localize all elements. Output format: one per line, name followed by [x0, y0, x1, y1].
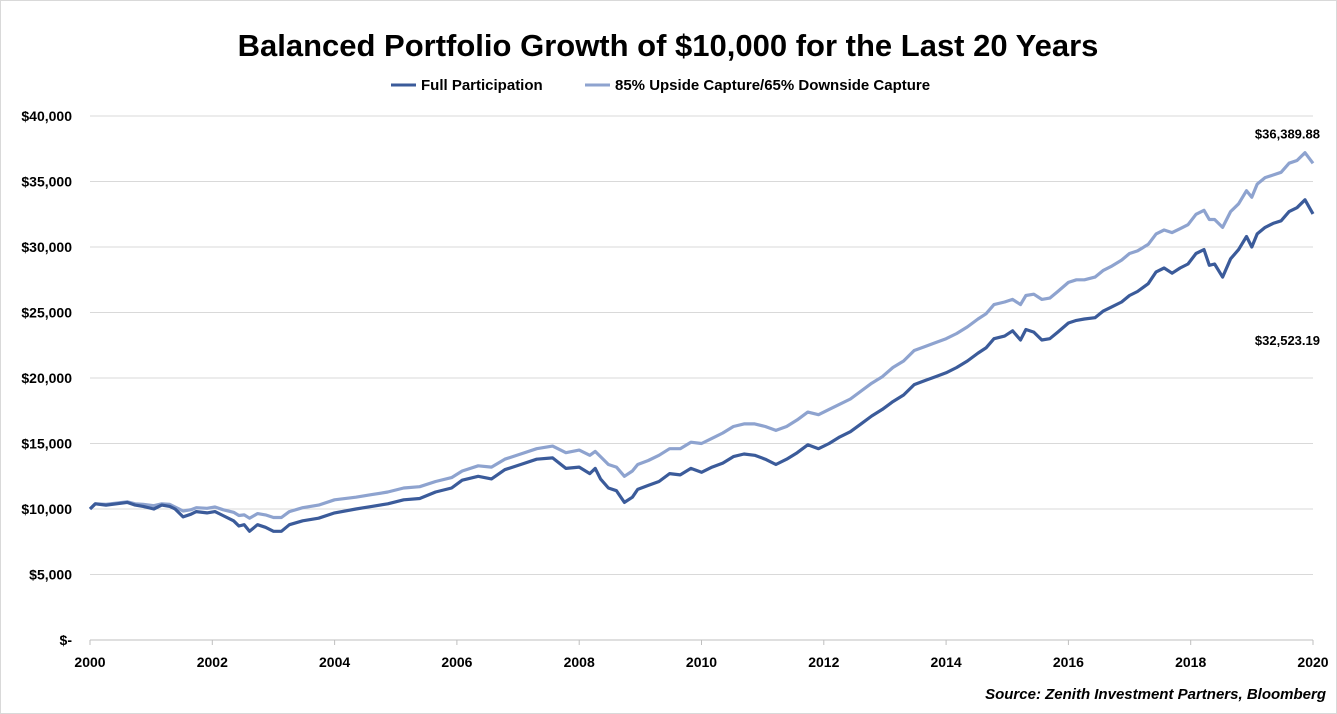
end-value-label: $36,389.88 — [1255, 126, 1320, 141]
source-note: Source: Zenith Investment Partners, Bloo… — [985, 686, 1326, 703]
end-value-label: $32,523.19 — [1255, 333, 1320, 348]
x-tick-label: 2018 — [1175, 654, 1206, 670]
x-tick-label: 2004 — [319, 654, 350, 670]
series-line-capture — [88, 151, 1315, 520]
y-tick-label: $25,000 — [21, 305, 72, 321]
annotation-layer: $36,389.88 $32,523.19 — [1255, 126, 1320, 348]
x-tick-label: 2016 — [1053, 654, 1084, 670]
series-line-full-participation — [88, 198, 1315, 533]
x-axis: 2000 2002 2004 2006 2008 2010 2012 2014 2016 2018… — [74, 639, 1329, 670]
y-tick-label: $- — [60, 632, 73, 648]
x-tick-label: 2008 — [564, 654, 595, 670]
y-tick-label: $30,000 — [21, 239, 72, 255]
x-tick-label: 2020 — [1297, 654, 1328, 670]
y-tick-label: $10,000 — [21, 501, 72, 517]
legend: Full Participation 85% Upside Capture/65… — [391, 77, 930, 94]
y-tick-label: $15,000 — [21, 436, 72, 452]
y-axis: $- $5,000 $10,000 $15,000 $20,000 $25,000 $30,… — [21, 108, 72, 648]
x-tick-label: 2006 — [441, 654, 472, 670]
x-tick-label: 2014 — [931, 654, 962, 670]
y-tick-label: $5,000 — [29, 567, 72, 583]
x-tick-label: 2000 — [74, 654, 105, 670]
x-tick-label: 2010 — [686, 654, 717, 670]
y-tick-label: $40,000 — [21, 108, 72, 124]
x-tick-label: 2012 — [808, 654, 839, 670]
y-tick-label: $20,000 — [21, 370, 72, 386]
chart-title: Balanced Portfolio Growth of $10,000 for… — [238, 28, 1099, 63]
legend-label-capture: 85% Upside Capture/65% Downside Capture — [615, 77, 930, 94]
y-tick-label: $35,000 — [21, 174, 72, 190]
series-layer — [88, 151, 1315, 533]
legend-label-full-participation: Full Participation — [421, 77, 543, 94]
x-tick-label: 2002 — [197, 654, 228, 670]
